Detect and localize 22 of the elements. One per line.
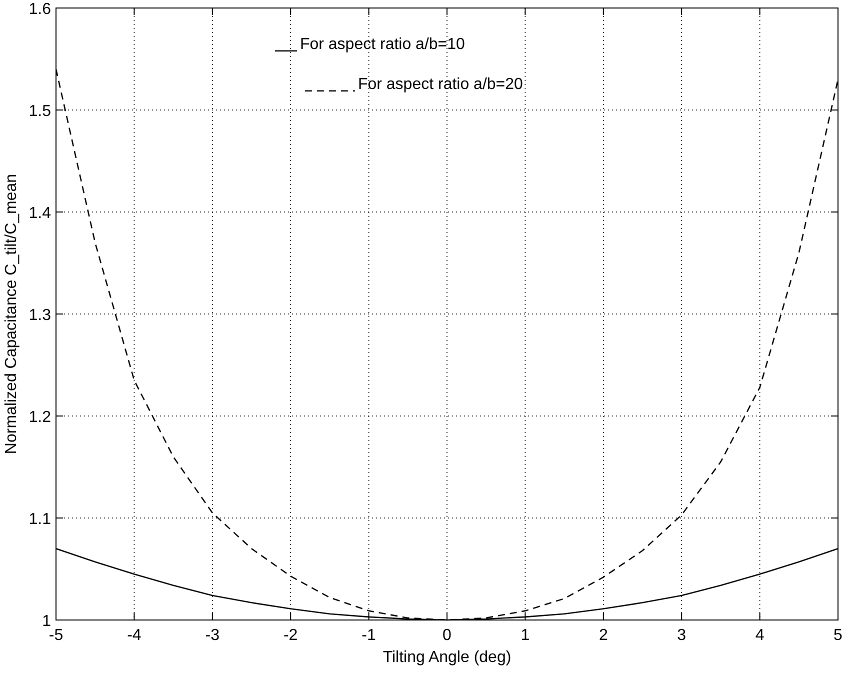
x-tick-label: -2 [283, 627, 298, 644]
y-tick-label: 1.2 [28, 409, 52, 426]
x-tick-label: 3 [677, 627, 686, 644]
x-axis-title: Tilting Angle (deg) [382, 649, 512, 666]
x-tick-label: 5 [834, 627, 843, 644]
y-tick-label: 1.5 [28, 103, 52, 120]
x-tick-label: 0 [442, 627, 452, 644]
y-tick-label: 1.3 [28, 307, 52, 324]
x-tick-label: -3 [205, 627, 220, 644]
x-tick-label: 4 [755, 627, 764, 644]
x-tick-label: -1 [362, 627, 376, 644]
legend-label: For aspect ratio a/b=10 [300, 36, 466, 53]
y-tick-label: 1.1 [28, 511, 52, 528]
x-tick-label: 2 [598, 627, 608, 644]
y-tick-label: 1 [42, 613, 52, 630]
y-tick-label: 1.4 [28, 205, 52, 222]
x-tick-label: 1 [520, 627, 530, 644]
x-tick-label: -5 [48, 627, 64, 644]
y-tick-label: 1.6 [28, 1, 52, 18]
x-tick-label: -4 [127, 627, 142, 644]
legend-label: For aspect ratio a/b=20 [358, 76, 524, 93]
y-axis-title: Normalized Capacitance C_tilt/C_mean [3, 174, 20, 454]
